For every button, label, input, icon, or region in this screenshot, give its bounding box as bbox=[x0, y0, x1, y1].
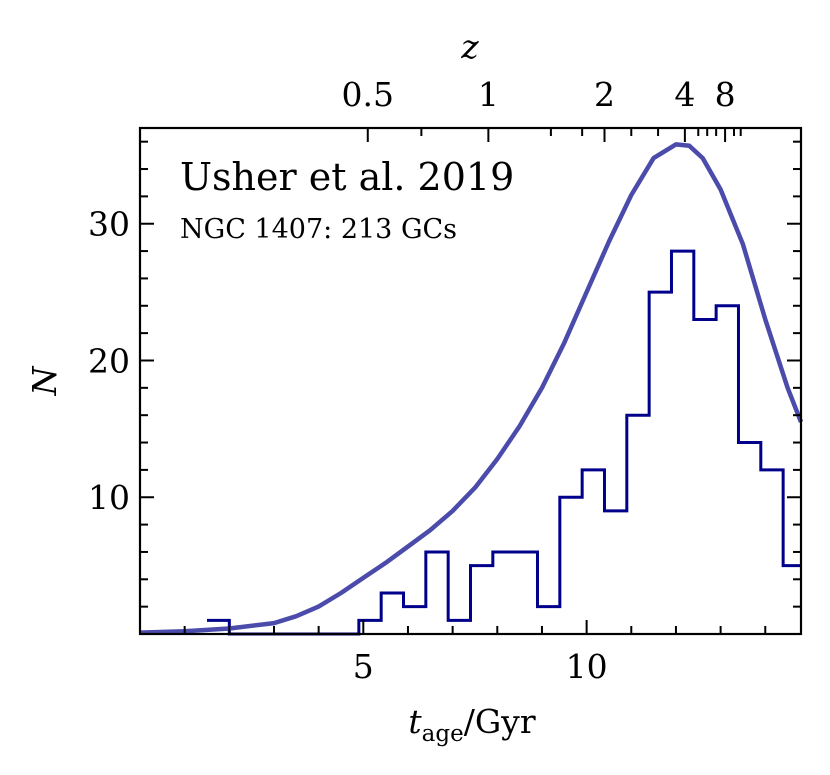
y-tick-label: 10 bbox=[88, 478, 130, 517]
x-tick-label: 10 bbox=[566, 647, 608, 686]
y-tick-label: 30 bbox=[88, 205, 130, 244]
top-axis-label: z bbox=[460, 27, 479, 66]
x-axis-label-subscript: age bbox=[422, 721, 464, 747]
x-axis-label: tage/Gyr bbox=[408, 702, 535, 747]
series-layer bbox=[139, 142, 804, 636]
top-tick-label: 2 bbox=[594, 75, 615, 114]
top-tick-label: 4 bbox=[674, 75, 695, 114]
y-axis-label: N bbox=[25, 365, 64, 396]
chart-title: Usher et al. 2019 bbox=[180, 155, 514, 199]
model-curve bbox=[139, 142, 804, 635]
plot-frame bbox=[138, 126, 803, 636]
top-tick-label: 8 bbox=[715, 75, 736, 114]
histogram-step bbox=[206, 249, 801, 636]
x-axis-label-symbol: t bbox=[408, 702, 422, 741]
y-tick-label: 20 bbox=[88, 341, 130, 380]
x-axis-label-unit: /Gyr bbox=[464, 702, 536, 741]
x-tick-label: 5 bbox=[353, 647, 374, 686]
top-tick-label: 1 bbox=[478, 75, 499, 114]
ticks-layer bbox=[140, 128, 801, 634]
chart-subtitle: NGC 1407: 213 GCs bbox=[180, 214, 457, 245]
top-tick-label: 0.5 bbox=[342, 75, 394, 114]
